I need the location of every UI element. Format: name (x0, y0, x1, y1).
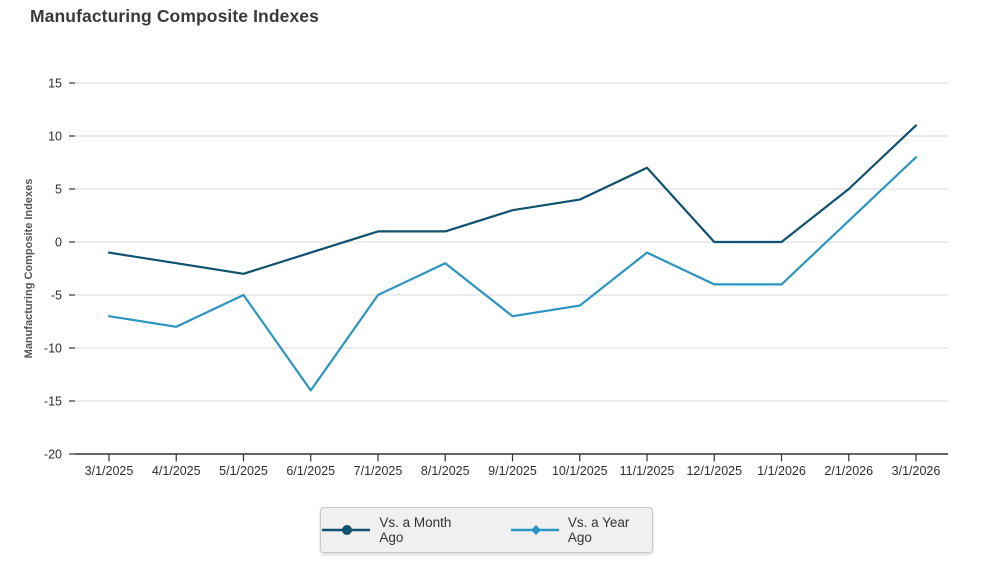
circle-marker-icon (342, 525, 352, 535)
y-tick-label: -15 (44, 395, 62, 409)
y-tick-label: -20 (44, 448, 62, 462)
y-axis-title: Manufacturing Composite Indexes (23, 179, 35, 359)
x-tick-label: 5/1/2025 (219, 464, 268, 478)
y-tick-label: -5 (51, 289, 62, 303)
y-tick-label: 0 (55, 236, 62, 250)
diamond-marker-icon (530, 525, 541, 535)
chart-title: Manufacturing Composite Indexes (30, 6, 319, 26)
x-tick-label: 6/1/2025 (286, 464, 335, 478)
y-tick-label: 5 (55, 183, 62, 197)
x-tick-label: 7/1/2025 (354, 464, 403, 478)
x-tick-label: 9/1/2025 (488, 464, 537, 478)
series-line-vs-a-month-ago (107, 124, 918, 275)
x-tick-label: 8/1/2025 (421, 464, 470, 478)
legend-label-year: Vs. a Year Ago (567, 515, 630, 545)
x-tick-label: 4/1/2025 (152, 464, 201, 478)
x-tick-label: 10/1/2025 (552, 464, 608, 478)
y-tick-label: 10 (48, 130, 62, 144)
x-tick-label: 2/1/2026 (824, 464, 873, 478)
x-tick-label: 1/1/2026 (757, 464, 806, 478)
y-tick-label: -10 (44, 342, 62, 356)
legend: Vs. a Month Ago Vs. a Year Ago (320, 507, 653, 553)
x-tick-label: 3/1/2025 (85, 464, 134, 478)
x-tick-label: 11/1/2025 (620, 464, 675, 478)
x-tick-label: 3/1/2026 (892, 464, 941, 478)
y-tick-label: 15 (48, 77, 62, 91)
legend-sample-month (322, 525, 371, 535)
legend-sample-year (510, 525, 559, 535)
x-tick-label: 12/1/2025 (686, 464, 742, 478)
legend-label-month: Vs. a Month Ago (379, 515, 452, 545)
legend-item-vs-year-ago[interactable]: Vs. a Year Ago (510, 515, 653, 545)
legend-item-vs-month-ago[interactable]: Vs. a Month Ago (321, 515, 474, 545)
series-line-vs-a-year-ago (107, 156, 918, 392)
